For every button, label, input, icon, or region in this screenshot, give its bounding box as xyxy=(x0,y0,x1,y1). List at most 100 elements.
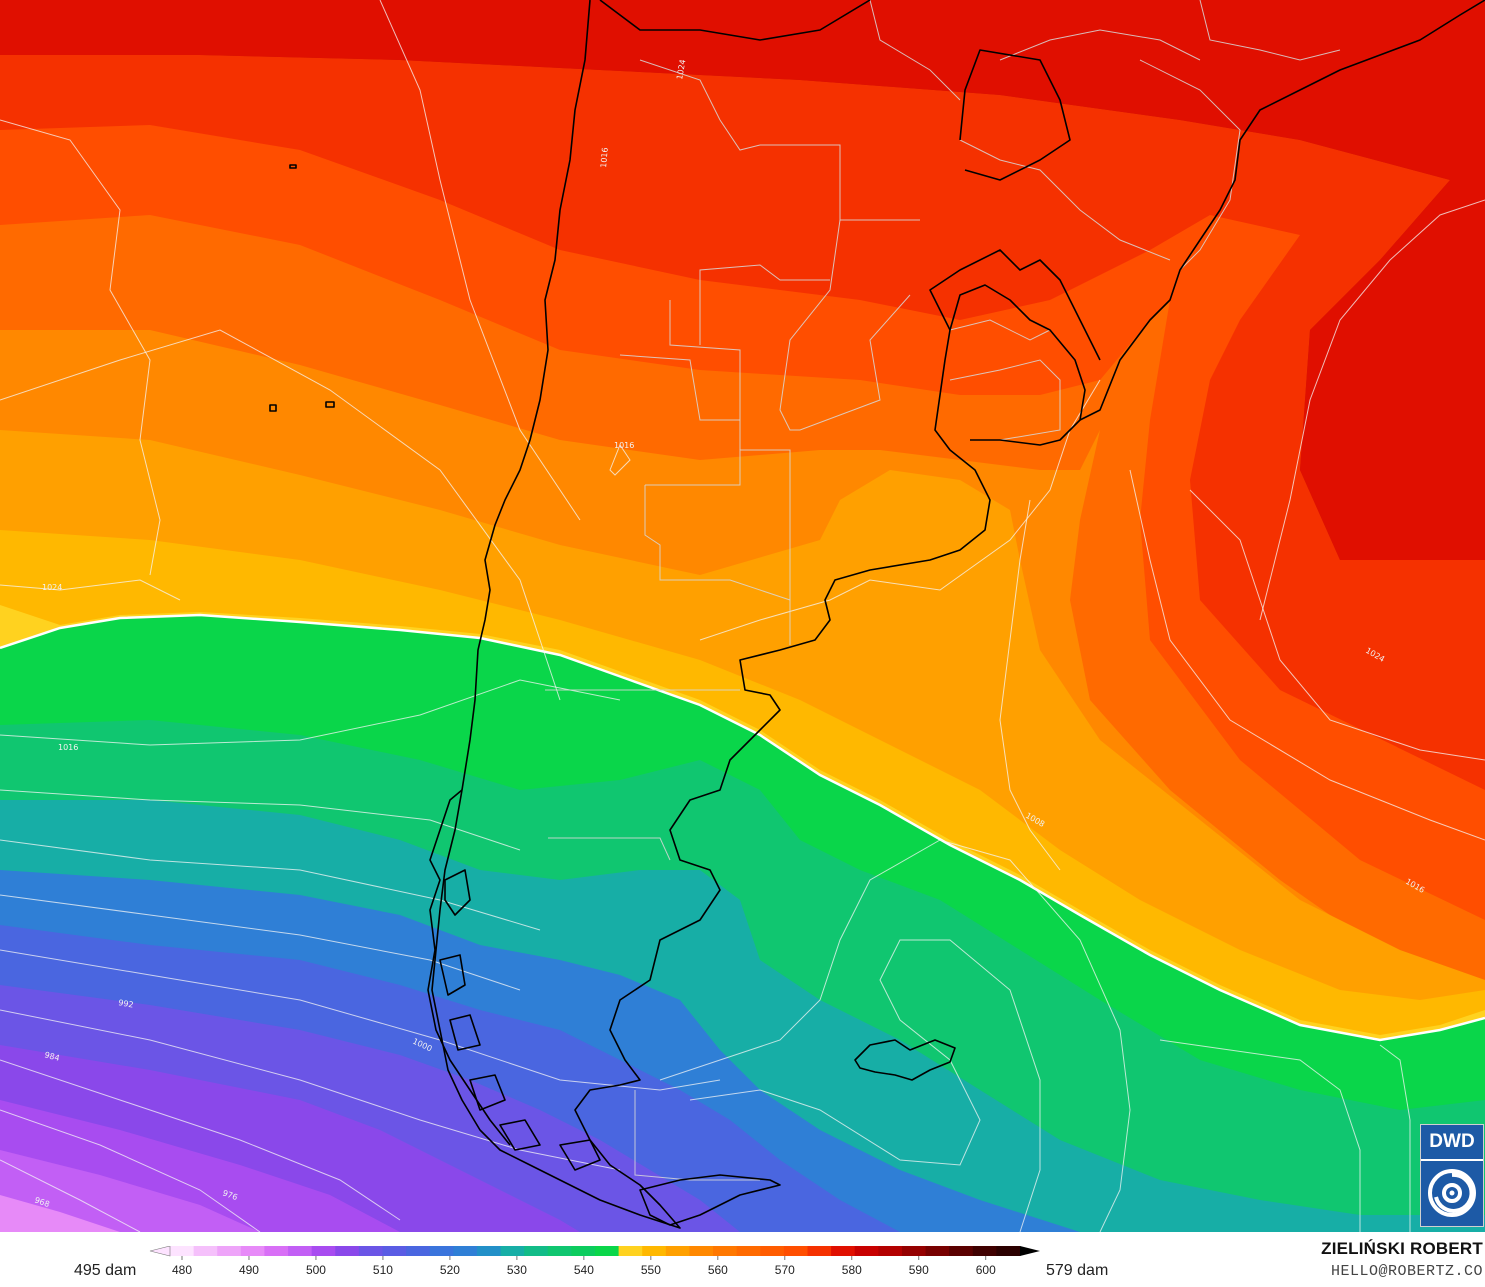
border-line xyxy=(779,219,911,431)
legend-tick-label: 550 xyxy=(641,1263,661,1277)
legend-color-cell xyxy=(807,1246,832,1256)
legend-color-cell xyxy=(193,1246,218,1256)
legend-color-cell xyxy=(524,1246,549,1256)
isobar-line xyxy=(0,1159,141,1232)
isobar-line xyxy=(659,839,1131,1232)
tierra-del-fuego xyxy=(639,1174,781,1226)
legend-color-cell xyxy=(382,1246,407,1256)
legend-color-cell xyxy=(854,1246,879,1256)
legend-color-cell xyxy=(453,1246,478,1256)
band-500 xyxy=(0,1195,120,1232)
legend-tick-label: 580 xyxy=(842,1263,862,1277)
isobar-line xyxy=(999,499,1061,871)
legend-color-cell xyxy=(665,1246,690,1256)
legend-color-cell xyxy=(406,1246,431,1256)
author-name: ZIELIŃSKI ROBERT xyxy=(1321,1239,1483,1258)
legend-max-label: 579 dam xyxy=(1046,1262,1109,1279)
color-scale-legend: 480 490 500 510 520 530 540 550 560 570 580 590 600 xyxy=(149,1246,1040,1277)
legend-color-cell xyxy=(996,1246,1021,1256)
legend-color-cell xyxy=(335,1246,360,1256)
legend-color-cell xyxy=(618,1246,643,1256)
border-line xyxy=(669,300,741,450)
border-line xyxy=(949,359,1061,441)
isobar-line xyxy=(0,1109,261,1232)
legend-tick-label: 530 xyxy=(507,1263,527,1277)
legend-color-cell xyxy=(831,1246,856,1256)
legend-color-cell xyxy=(429,1246,454,1256)
border-line xyxy=(959,139,1171,261)
legend-color-cell xyxy=(358,1246,383,1256)
isobar-line xyxy=(0,839,541,931)
falkland-islands xyxy=(854,1039,956,1081)
legend-tick-label: 510 xyxy=(373,1263,393,1277)
legend-color-cell xyxy=(547,1246,572,1256)
legend-right-arrow xyxy=(1020,1246,1040,1256)
internal-borders xyxy=(545,0,1341,1181)
island-dot xyxy=(269,164,335,412)
isobar-line xyxy=(1379,1044,1411,1232)
border-line xyxy=(619,354,740,421)
isobar-label: 1024 xyxy=(42,583,62,592)
legend-color-cell xyxy=(595,1246,620,1256)
isobar-line xyxy=(699,379,1101,641)
border-line xyxy=(949,319,1051,341)
isobar-line xyxy=(1259,199,1485,621)
legend-color-cell xyxy=(311,1246,336,1256)
legend-color-cell xyxy=(736,1246,761,1256)
legend-color-cell xyxy=(901,1246,927,1256)
isobar-label: 984 xyxy=(43,1050,60,1063)
author-contact: HELLO@ROBERTZ.CO xyxy=(1330,1263,1483,1280)
legend-min-label: 495 dam xyxy=(74,1262,137,1279)
legend-color-cell xyxy=(713,1246,738,1256)
legend-tick-label: 600 xyxy=(976,1263,996,1277)
isobar-line xyxy=(0,789,521,851)
legend-color-cell xyxy=(217,1246,242,1256)
legend-color-cell xyxy=(925,1246,950,1256)
band-510 xyxy=(0,1150,260,1232)
legend-tick-label: 560 xyxy=(708,1263,728,1277)
legend-color-cell xyxy=(476,1246,502,1256)
border-line xyxy=(1139,59,1241,271)
paraguay-border xyxy=(959,49,1071,181)
legend-tick-label: 590 xyxy=(909,1263,929,1277)
isobar-label: 992 xyxy=(118,998,135,1010)
bolivia-border xyxy=(599,0,871,41)
isobar-label: 1016 xyxy=(58,743,78,752)
legend-color-cell xyxy=(783,1246,808,1256)
border-line xyxy=(699,264,830,345)
legend-color-cell xyxy=(878,1246,903,1256)
legend-left-arrow xyxy=(149,1246,171,1257)
chile-islands xyxy=(439,869,601,1171)
legend-tick-label: 540 xyxy=(574,1263,594,1277)
legend-color-cell xyxy=(288,1246,313,1256)
legend-color-cell xyxy=(264,1246,289,1256)
legend-tick-label: 520 xyxy=(440,1263,460,1277)
border-line xyxy=(999,29,1201,61)
isobar-line xyxy=(0,679,621,746)
front-552-line xyxy=(0,613,1485,1042)
isobar-line xyxy=(609,443,631,476)
border-line xyxy=(548,837,671,861)
isobar-label: 1016 xyxy=(614,441,634,450)
isobar-line xyxy=(0,329,561,701)
isobar-line xyxy=(0,579,181,601)
legend-color-cell xyxy=(240,1246,265,1256)
border-line xyxy=(760,144,920,221)
isobar-line xyxy=(0,1059,401,1221)
isobar-line xyxy=(0,894,521,991)
legend-tick-label: 480 xyxy=(172,1263,192,1277)
dwd-logo-text: DWD xyxy=(1421,1125,1483,1159)
legend-tick-label: 490 xyxy=(239,1263,259,1277)
isobar-line xyxy=(1129,469,1485,841)
border-line xyxy=(1199,0,1341,61)
legend-ticks: 480 490 500 510 520 530 540 550 560 570 580 590 600 xyxy=(172,1256,996,1277)
legend-color-cell xyxy=(689,1246,714,1256)
isobar-line xyxy=(0,119,161,576)
coastlines xyxy=(269,0,1485,1229)
legend-color-cell xyxy=(642,1246,667,1256)
isobar-line xyxy=(689,939,1041,1232)
legend-color-cell xyxy=(760,1246,785,1256)
weather-map: 1024 1016 1016 1024 1008 1016 1024 1016 … xyxy=(0,0,1485,1232)
dwd-swirl-icon xyxy=(1421,1161,1483,1226)
legend-color-cell xyxy=(571,1246,596,1256)
